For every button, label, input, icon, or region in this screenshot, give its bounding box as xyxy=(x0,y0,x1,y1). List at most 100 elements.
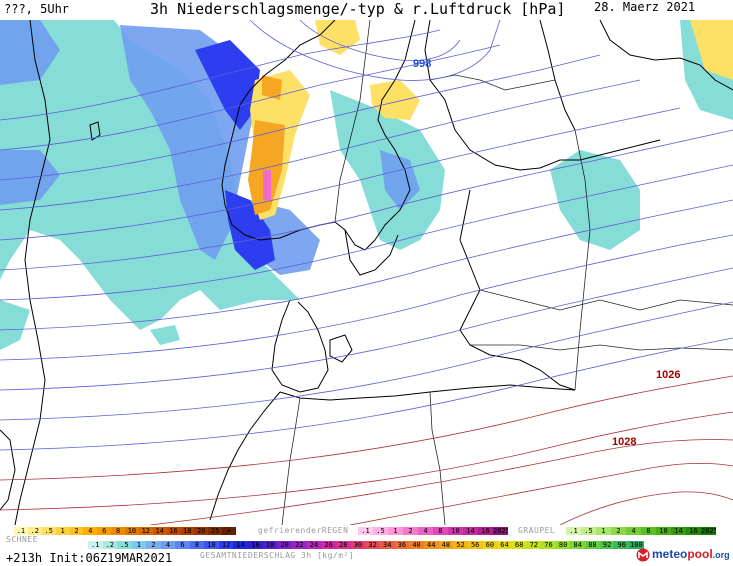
meteopool-logo-icon xyxy=(636,548,650,562)
isobars-high xyxy=(0,375,733,525)
rain-legend-cell: 2 xyxy=(69,527,84,535)
total-legend-cell: 36 xyxy=(394,541,410,549)
total-legend-cell: 28 xyxy=(335,541,351,549)
freezing-legend-cell: 16 xyxy=(478,527,493,535)
forecast-time-label: ???, 5Uhr xyxy=(4,2,70,16)
total-precip-legend: 16 18 20 22 24 26 28 30 32 34 36 40 44 48 52 56 60 64 68 72… xyxy=(248,541,644,549)
graupel-legend-cell: 2 xyxy=(611,527,626,535)
total-legend-cell: 18 xyxy=(262,541,278,549)
total-legend-cell: 32 xyxy=(365,541,380,549)
total-legend-cell: 40 xyxy=(409,541,424,549)
snow-legend: .1.2.5 1 2 4 6 8 10 12 14 xyxy=(88,541,248,549)
freezing-legend-cell: 4 xyxy=(418,527,433,535)
snow-legend-cell: 1 xyxy=(131,541,147,549)
coastlines xyxy=(0,19,733,525)
total-legend-cell: 30 xyxy=(350,541,366,549)
total-legend-cell: 96 xyxy=(614,541,630,549)
snow-legend-cell: .2 xyxy=(102,541,118,549)
total-legend-cell: 34 xyxy=(379,541,395,549)
graupel-legend-cell: 14 xyxy=(671,527,686,535)
rain-legend-cell: 20 xyxy=(194,527,209,535)
legend-footer: .1.2.5 1 2 4 6 8 10 12 14 16 18 20 25 + gefrierenderR… xyxy=(0,525,733,566)
snow-heavy-precip-area xyxy=(195,40,275,270)
graupel-legend-cell: 16 xyxy=(686,527,701,535)
total-legend-cell: 52 xyxy=(453,541,468,549)
total-legend-cell: 84 xyxy=(570,541,586,549)
total-legend-cell: 80 xyxy=(555,541,571,549)
total-legend-cell: 26 xyxy=(321,541,336,549)
rain-legend-cell: 6 xyxy=(97,527,112,535)
rain-legend-cell: .1 xyxy=(14,527,28,535)
snow-legend-cell: .1 xyxy=(88,541,103,549)
meteopool-logo[interactable]: meteopool.org xyxy=(636,547,732,563)
isobar-label-998: 998 xyxy=(413,58,431,70)
freezing-legend-cell: 14 xyxy=(463,527,478,535)
graupel-legend-cell: 1 xyxy=(596,527,611,535)
isobar-label-1028: 1028 xyxy=(612,436,636,448)
rain-legend-cell: 1 xyxy=(55,527,70,535)
snow-legend-title: SCHNEE xyxy=(6,535,38,544)
snow-legend-cell: 4 xyxy=(160,541,176,549)
freezing-legend-cell: 2 xyxy=(403,527,418,535)
total-legend-cell: 44 xyxy=(423,541,439,549)
total-legend-cell: 16 xyxy=(248,541,263,549)
snow-legend-cell: 8 xyxy=(189,541,205,549)
snow-legend-cell: .5 xyxy=(117,541,132,549)
map-title: 3h Niederschlagsmenge/-typ & r.Luftdruck… xyxy=(150,0,566,18)
total-legend-cell: 72 xyxy=(526,541,542,549)
freezing-legend-cell: 2025+ xyxy=(493,527,508,535)
freezing-legend-cell: .1 xyxy=(358,527,373,535)
snow-precip-area xyxy=(0,15,733,350)
country-borders xyxy=(281,19,733,525)
isobars-low xyxy=(0,19,733,451)
total-legend-cell: 92 xyxy=(599,541,615,549)
snow-legend-cell: 14 xyxy=(233,541,248,549)
total-legend-cell: 56 xyxy=(467,541,483,549)
map-canvas: 998 1026 1028 xyxy=(0,15,733,525)
total-legend-cell: 68 xyxy=(511,541,527,549)
isobar-label-1026: 1026 xyxy=(656,369,680,381)
total-legend-cell: 88 xyxy=(585,541,600,549)
rain-light-precip-area xyxy=(250,20,733,220)
freezing-legend-cell: 1 xyxy=(388,527,403,535)
graupel-legend-cell: 8 xyxy=(641,527,656,535)
snow-legend-cell: 12 xyxy=(218,541,234,549)
freezing-rain-legend-title: gefrierenderREGEN xyxy=(258,526,349,535)
total-legend-cell: 76 xyxy=(541,541,556,549)
total-legend-cell: 20 xyxy=(277,541,292,549)
total-legend-cell: 48 xyxy=(438,541,454,549)
init-time-label: +213h Init:06Z19MAR2021 xyxy=(6,551,173,565)
rain-legend-cell: 12 xyxy=(138,527,153,535)
total-legend-cell: 22 xyxy=(291,541,307,549)
freezing-legend-cell: 8 xyxy=(433,527,448,535)
graupel-legend-cell: 10 xyxy=(656,527,671,535)
rain-legend-cell: .5 xyxy=(41,527,56,535)
graupel-legend-cell: 2025+ xyxy=(701,527,716,535)
graupel-legend-cell: 4 xyxy=(626,527,641,535)
total-legend-cell: 24 xyxy=(306,541,322,549)
map-header: ???, 5Uhr 3h Niederschlagsmenge/-typ & r… xyxy=(0,0,733,20)
freezing-rain-precip-area xyxy=(263,170,271,200)
graupel-legend-cell: .1 xyxy=(566,527,581,535)
rain-legend-cell: 4 xyxy=(83,527,98,535)
total-legend-cell: 64 xyxy=(497,541,512,549)
rain-legend-cell: 18 xyxy=(180,527,195,535)
rain-legend-cell: 16 xyxy=(166,527,181,535)
rain-legend-cell: .2 xyxy=(27,527,42,535)
freezing-legend-cell: .5 xyxy=(373,527,388,535)
rain-legend-cell: 14 xyxy=(152,527,167,535)
graupel-legend-cell: .5 xyxy=(581,527,596,535)
rain-legend-cell: 8 xyxy=(111,527,125,535)
snow-legend-cell: 2 xyxy=(146,541,161,549)
snow-legend-cell: 6 xyxy=(175,541,190,549)
total-legend-cell: 60 xyxy=(482,541,498,549)
rain-legend: .1.2.5 1 2 4 6 8 10 12 14 16 18 20 25 + xyxy=(14,527,236,535)
total-legend-cell: 100 xyxy=(629,541,644,549)
snow-legend-cell: 10 xyxy=(204,541,219,549)
total-precip-legend-title: GESAMTNIEDERSCHLAG 3h [kg/m²] xyxy=(200,551,355,560)
rain-legend-cell: + xyxy=(222,527,236,535)
meteopool-logo-text: meteopool.org xyxy=(652,547,730,561)
rain-legend-cell: 10 xyxy=(125,527,139,535)
rain-legend-cell: 25 xyxy=(208,527,223,535)
